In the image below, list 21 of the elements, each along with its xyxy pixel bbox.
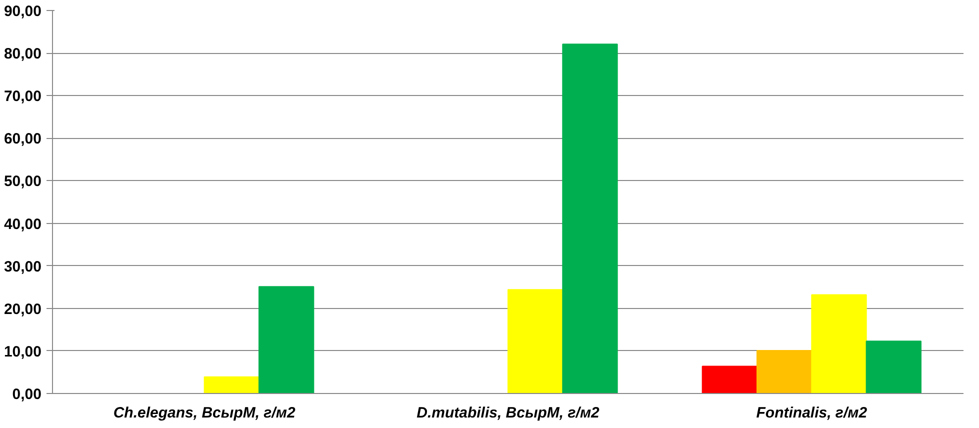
y-tick-label: 60,00 — [4, 130, 42, 148]
y-tick-label: 40,00 — [4, 216, 42, 233]
bar — [508, 289, 564, 394]
y-tick-label: 20,00 — [4, 300, 42, 318]
bar — [866, 340, 922, 394]
bar — [562, 44, 618, 394]
y-tick-label: 30,00 — [4, 258, 42, 276]
y-tick-label: 0,00 — [12, 386, 42, 403]
bar — [756, 350, 812, 394]
x-tick-label: D.mutabilis, ВсырМ, г/м2 — [416, 404, 600, 422]
x-tick-label: Ch.elegans, ВсырМ, г/м2 — [113, 404, 296, 422]
bar — [702, 366, 758, 394]
y-tick-label: 10,00 — [4, 343, 42, 360]
y-tick-label: 50,00 — [4, 173, 42, 190]
y-tick-label: 80,00 — [4, 46, 42, 63]
bar — [811, 294, 867, 394]
bar — [204, 376, 260, 394]
bar — [258, 286, 314, 394]
y-tick-label: 70,00 — [4, 88, 42, 106]
y-tick-label: 90,00 — [4, 3, 42, 20]
x-tick-label: Fontinalis, г/м2 — [756, 404, 868, 422]
